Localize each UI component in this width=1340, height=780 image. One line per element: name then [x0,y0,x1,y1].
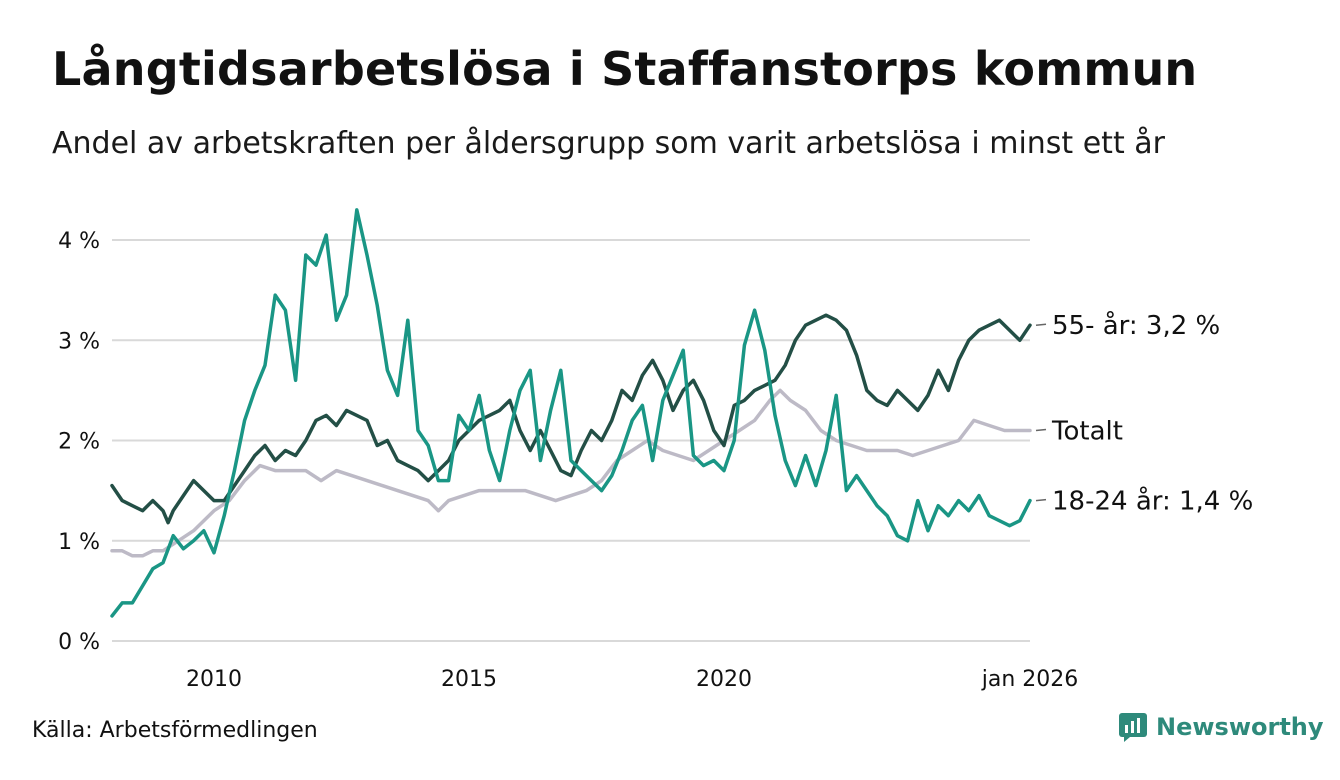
end-label: 18-24 år: 1,4 % [1052,486,1253,517]
brand-name: Newsworthy [1156,713,1324,741]
y-tick-label: 0 % [58,630,100,655]
y-tick-label: 3 % [58,329,100,354]
series-line-55-r [110,313,1032,525]
y-tick-label: 1 % [58,530,100,555]
chart-subtitle: Andel av arbetskraften per åldersgrupp s… [52,126,1165,161]
y-tick-label: 2 % [58,430,100,455]
series-line-totalt [110,388,1032,558]
end-label-leader [1035,323,1047,326]
x-tick-label: 2015 [441,667,497,692]
end-label: Totalt [1051,416,1123,446]
source-note: Källa: Arbetsförmedlingen [32,718,318,743]
y-tick-label: 4 % [58,229,100,254]
x-tick-label: jan 2026 [981,667,1079,692]
line-chart: 0 % 1 % 2 % 3 % 4 % 2010 2015 2020 jan 2026 Total… [58,208,1253,692]
end-label-leader [1035,498,1047,502]
chart-title: Långtidsarbetslösa i Staffanstorps kommu… [52,42,1198,96]
x-tick-label: 2020 [696,667,752,692]
series-line-18-24-r [110,208,1032,618]
x-tick-label: 2010 [186,667,242,692]
newsworthy-icon [1119,713,1147,742]
grid-layer [112,239,1030,642]
end-label-leader [1035,428,1047,432]
brand-logo[interactable]: Newsworthy [1118,712,1324,742]
label-layer: 0 % 1 % 2 % 3 % 4 % 2010 2015 2020 jan 2026 Total… [58,229,1253,692]
series-layer [110,208,1032,618]
end-label: 55- år: 3,2 % [1052,310,1220,341]
